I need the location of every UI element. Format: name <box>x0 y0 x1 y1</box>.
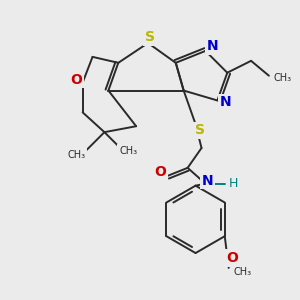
Text: N: N <box>202 174 213 188</box>
Text: N: N <box>220 95 231 110</box>
Text: CH₃: CH₃ <box>274 73 292 83</box>
Text: O: O <box>71 73 82 87</box>
Text: N: N <box>207 39 218 53</box>
Text: S: S <box>194 123 205 137</box>
Text: CH₃: CH₃ <box>233 267 252 277</box>
Text: H: H <box>229 177 238 190</box>
Text: CH₃: CH₃ <box>68 150 86 160</box>
Text: S: S <box>145 30 155 44</box>
Text: CH₃: CH₃ <box>119 146 137 156</box>
Text: O: O <box>154 165 166 179</box>
Text: O: O <box>227 251 239 265</box>
